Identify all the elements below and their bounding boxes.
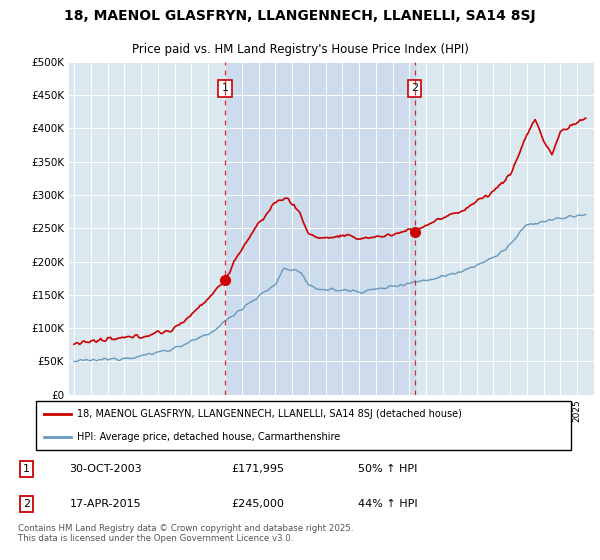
- Text: 18, MAENOL GLASFRYN, LLANGENNECH, LLANELLI, SA14 8SJ (detached house): 18, MAENOL GLASFRYN, LLANGENNECH, LLANEL…: [77, 409, 462, 419]
- Text: 18, MAENOL GLASFRYN, LLANGENNECH, LLANELLI, SA14 8SJ: 18, MAENOL GLASFRYN, LLANGENNECH, LLANEL…: [64, 10, 536, 24]
- Text: £245,000: £245,000: [231, 499, 284, 509]
- Text: 2: 2: [411, 83, 418, 94]
- Bar: [225, 62, 415, 395]
- FancyBboxPatch shape: [35, 402, 571, 450]
- Text: 1: 1: [221, 83, 229, 94]
- Text: 44% ↑ HPI: 44% ↑ HPI: [358, 499, 417, 509]
- Text: 30-OCT-2003: 30-OCT-2003: [70, 464, 142, 474]
- Text: HPI: Average price, detached house, Carmarthenshire: HPI: Average price, detached house, Carm…: [77, 432, 340, 442]
- Text: 2: 2: [23, 499, 30, 509]
- Text: 17-APR-2015: 17-APR-2015: [70, 499, 141, 509]
- Text: 1: 1: [23, 464, 30, 474]
- Text: £171,995: £171,995: [231, 464, 284, 474]
- Text: Contains HM Land Registry data © Crown copyright and database right 2025.
This d: Contains HM Land Registry data © Crown c…: [18, 524, 353, 543]
- Text: Price paid vs. HM Land Registry's House Price Index (HPI): Price paid vs. HM Land Registry's House …: [131, 43, 469, 56]
- Text: 50% ↑ HPI: 50% ↑ HPI: [358, 464, 417, 474]
